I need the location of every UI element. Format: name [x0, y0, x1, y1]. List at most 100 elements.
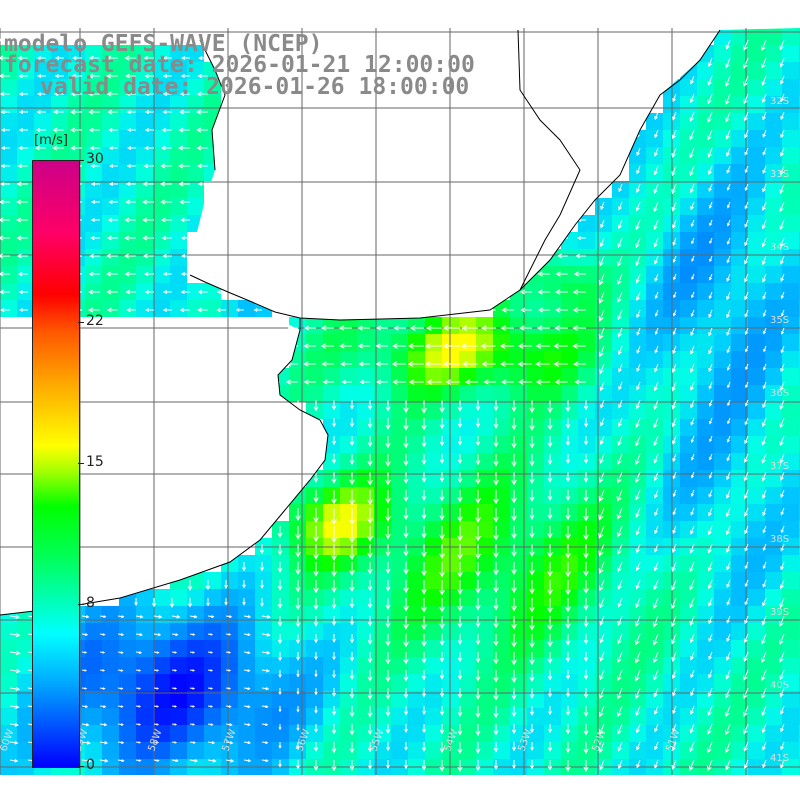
wind-arrow	[761, 417, 767, 428]
wind-arrow	[635, 525, 641, 536]
wind-arrow	[617, 237, 623, 248]
wind-arrow	[422, 706, 426, 716]
wind-cell	[765, 555, 782, 572]
wind-cell	[680, 351, 697, 368]
wind-arrow	[34, 145, 46, 151]
wind-arrow	[653, 471, 659, 482]
wind-cell	[782, 164, 799, 181]
wind-arrow	[779, 579, 785, 590]
wind-arrow	[153, 723, 160, 726]
wind-cell	[170, 674, 187, 691]
wind-arrow	[762, 597, 767, 607]
wind-cell	[408, 317, 425, 334]
wind-arrow	[708, 327, 713, 337]
colorbar-units: [m/s]	[34, 133, 68, 148]
wind-cell	[391, 640, 408, 657]
wind-arrow	[277, 580, 283, 591]
wind-arrow	[780, 363, 785, 373]
wind-arrow	[51, 145, 64, 151]
wind-arrow	[127, 146, 136, 150]
wind-cell	[646, 555, 663, 572]
wind-cell	[629, 674, 646, 691]
wind-cell	[170, 300, 187, 317]
wind-arrow	[196, 307, 208, 313]
wind-arrow	[708, 183, 713, 192]
wind-arrow	[634, 651, 641, 664]
wind-arrow	[547, 616, 553, 631]
wind-arrow	[511, 616, 517, 630]
colorbar-tick-label: 30	[86, 151, 104, 167]
wind-arrow	[511, 724, 517, 735]
wind-arrow	[376, 379, 388, 385]
wind-arrow	[88, 109, 100, 115]
wind-cell	[476, 470, 493, 487]
wind-arrow	[780, 273, 785, 282]
wind-arrow	[19, 308, 28, 312]
wind-cell	[629, 691, 646, 708]
wind-cell	[765, 215, 782, 232]
wind-cell	[748, 45, 765, 62]
wind-cell	[85, 215, 102, 232]
wind-arrow	[439, 526, 445, 541]
wind-cell	[0, 164, 17, 181]
wind-arrow	[261, 668, 270, 673]
wind-arrow	[617, 597, 623, 608]
wind-cell	[782, 419, 799, 436]
wind-cell	[544, 487, 561, 504]
wind-cell	[748, 147, 765, 164]
wind-cell	[765, 181, 782, 198]
wind-cell	[527, 283, 544, 300]
wind-arrow	[295, 598, 301, 611]
wind-arrow	[421, 670, 427, 681]
wind-cell	[425, 521, 442, 538]
wind-cell	[306, 674, 323, 691]
wind-cell	[782, 436, 799, 453]
wind-cell	[782, 300, 799, 317]
wind-arrow	[725, 111, 731, 123]
wind-cell	[595, 283, 612, 300]
wind-cell	[204, 79, 221, 96]
wind-arrow	[493, 652, 499, 665]
wind-cell	[34, 113, 51, 130]
wind-cell	[544, 453, 561, 470]
wind-arrow	[409, 325, 424, 331]
wind-cell	[765, 674, 782, 691]
wind-arrow	[725, 129, 731, 140]
wind-arrow	[617, 759, 623, 770]
wind-arrow	[547, 562, 553, 577]
wind-cell	[153, 725, 170, 742]
wind-arrow	[583, 706, 589, 718]
wind-cell	[153, 708, 170, 725]
wind-arrow	[763, 327, 767, 335]
wind-arrow	[511, 400, 517, 413]
wind-arrow	[135, 705, 142, 708]
wind-cell	[323, 742, 340, 759]
wind-arrow	[499, 361, 514, 367]
wind-arrow	[241, 562, 247, 572]
lat-label: 38S	[770, 534, 789, 545]
wind-arrow	[617, 219, 623, 230]
wind-arrow	[671, 543, 677, 553]
wind-cell	[578, 385, 595, 402]
wind-arrow	[225, 741, 234, 745]
wind-arrow	[481, 361, 496, 367]
wind-arrow	[565, 724, 571, 735]
wind-arrow	[779, 615, 785, 627]
wind-arrow	[243, 669, 251, 673]
wind-cell	[476, 436, 493, 453]
wind-arrow	[424, 343, 442, 349]
wind-arrow	[689, 633, 695, 644]
wind-cell	[748, 623, 765, 640]
wind-arrow	[475, 490, 481, 504]
wind-arrow	[744, 183, 749, 192]
wind-cell	[731, 147, 748, 164]
wind-cell	[578, 674, 595, 691]
wind-cell	[782, 606, 799, 623]
wind-arrow	[690, 705, 695, 715]
wind-cell	[493, 572, 510, 589]
wind-cell	[510, 334, 527, 351]
wind-cell	[0, 96, 17, 113]
wind-cell	[782, 640, 799, 657]
wind-arrow	[349, 616, 355, 626]
wind-arrow	[529, 418, 535, 431]
